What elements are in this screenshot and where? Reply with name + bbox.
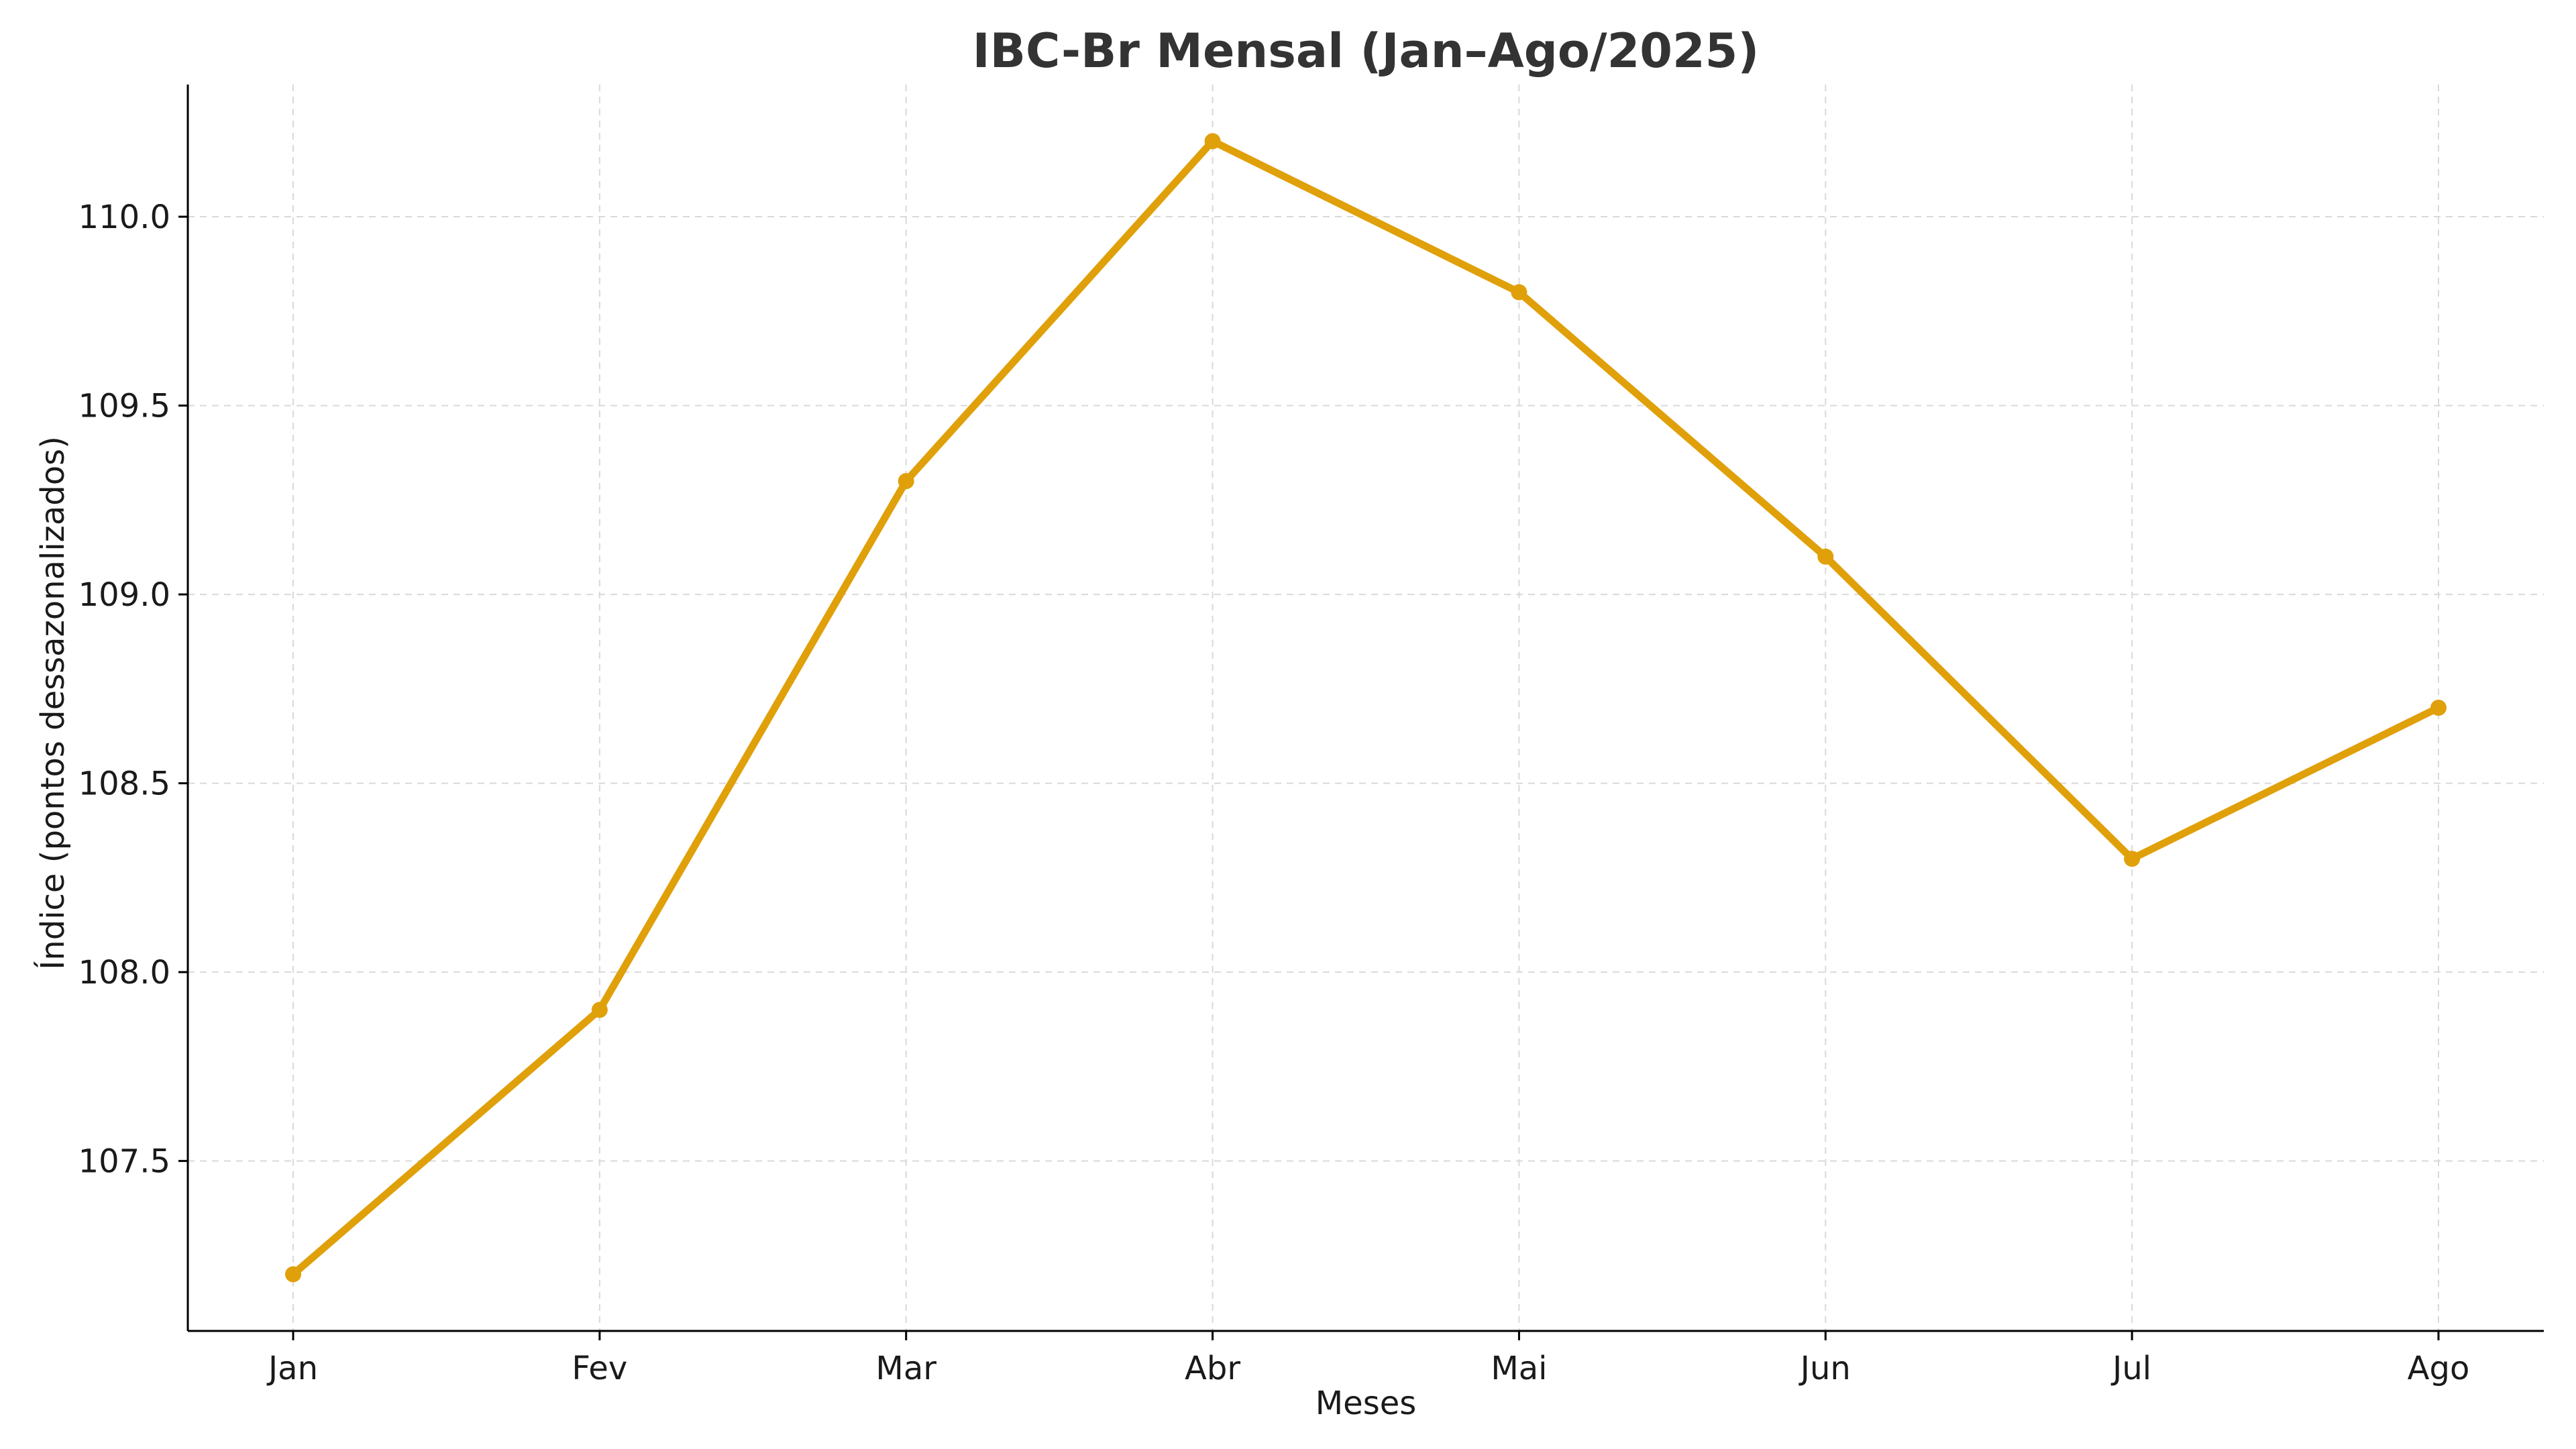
series-line [289, 137, 2443, 1279]
data-point [1511, 284, 1527, 301]
data-point [591, 1002, 608, 1018]
x-tick-label: Fev [572, 1350, 627, 1387]
x-axis-label: Meses [1316, 1385, 1417, 1422]
x-tick-label: Jul [2110, 1350, 2151, 1387]
y-tick-label: 107.5 [78, 1143, 170, 1181]
x-tick-label: Ago [2408, 1350, 2470, 1387]
x-tick-label: Jan [266, 1350, 318, 1387]
y-tick-label: 110.0 [78, 199, 170, 236]
x-tick-label: Mar [875, 1350, 936, 1387]
chart-title: IBC-Br Mensal (Jan–Ago/2025) [973, 23, 1760, 78]
data-point [1817, 548, 1834, 565]
data-point [2124, 851, 2141, 867]
x-tick-label: Mai [1491, 1350, 1547, 1387]
grid [188, 85, 2544, 1331]
x-tick-label: Abr [1185, 1350, 1240, 1387]
x-tick-label: Jun [1799, 1350, 1851, 1387]
data-point [898, 473, 914, 490]
y-tick-label: 109.0 [78, 576, 170, 614]
y-tick-label: 108.0 [78, 954, 170, 991]
data-point [285, 1266, 301, 1283]
y-axis-label: Índice (pontos dessazonalizados) [34, 436, 72, 970]
y-tick-label: 109.5 [78, 388, 170, 425]
series [285, 133, 2447, 1283]
y-tick-label: 108.5 [78, 765, 170, 803]
data-point [1204, 133, 1221, 150]
axes: Jan Fev Mar Abr Mai Jun Jul Ago 107.5 108.0 108.5 1… [78, 85, 2544, 1387]
data-point [2430, 700, 2447, 716]
